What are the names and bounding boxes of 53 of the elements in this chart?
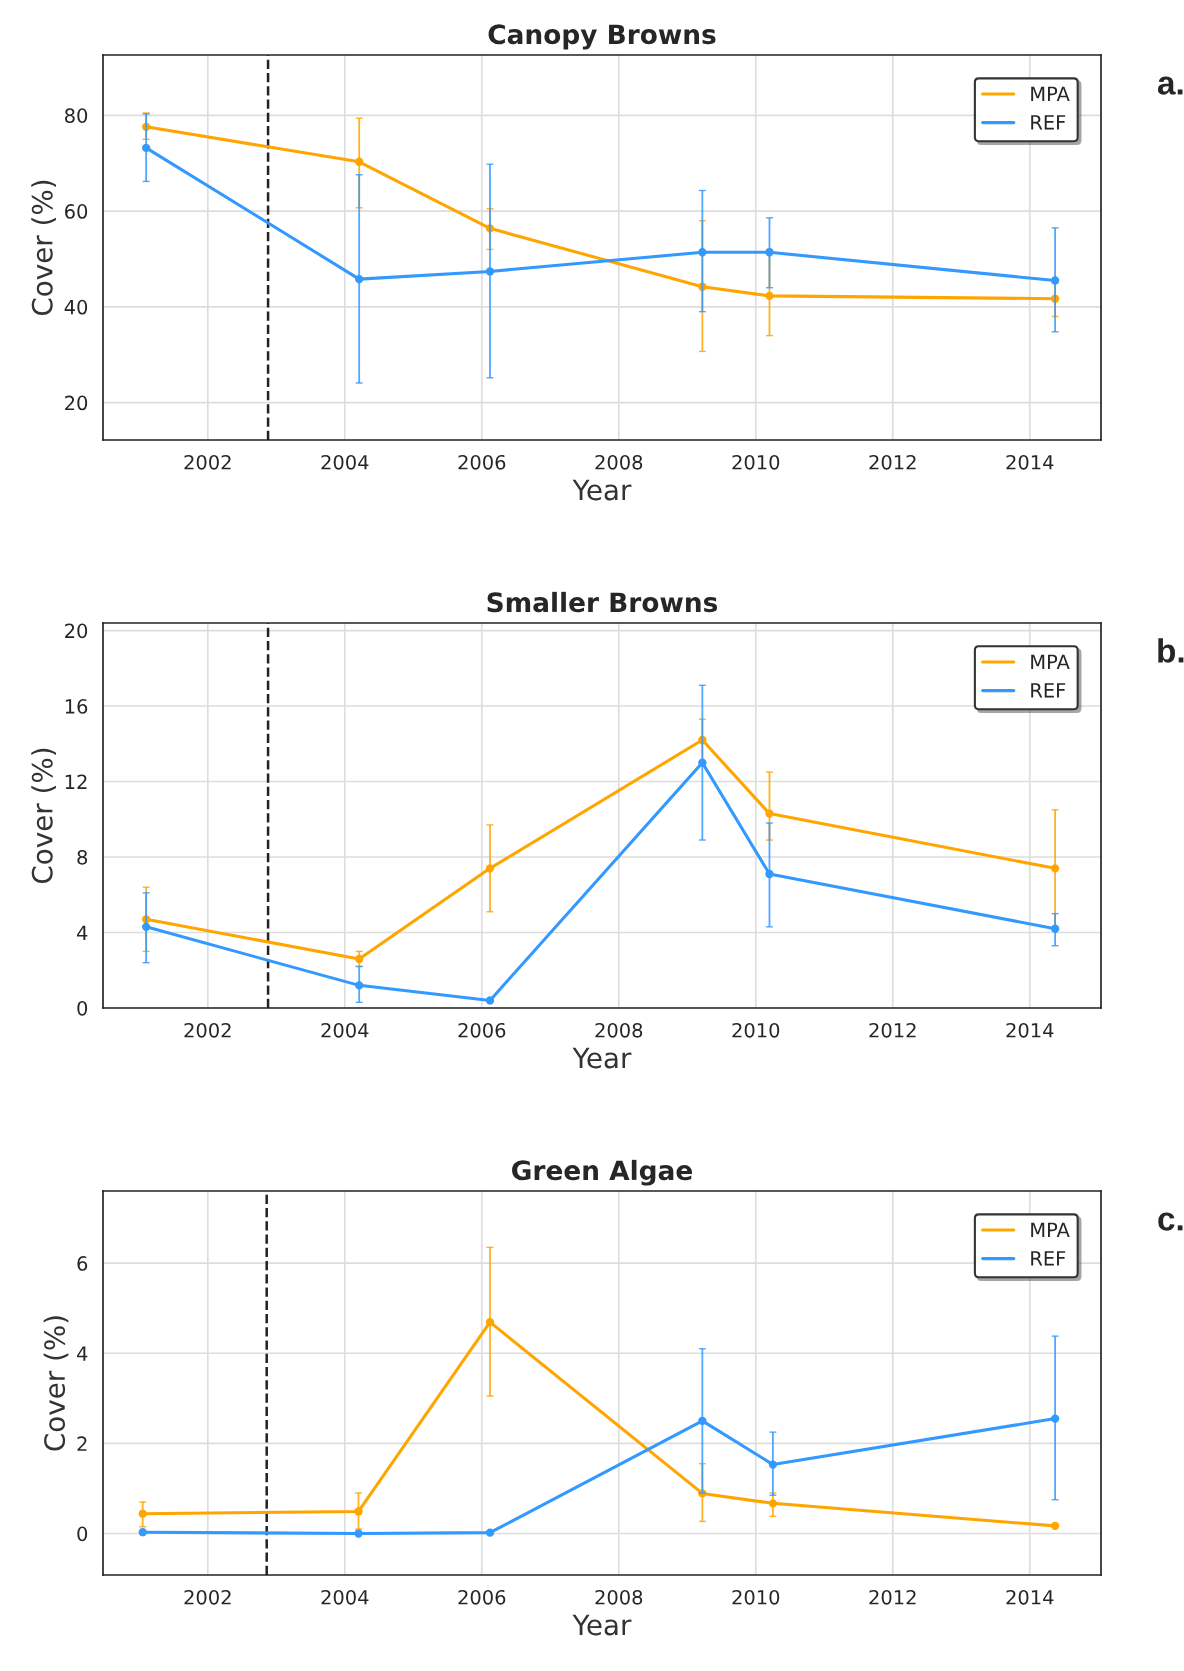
x-tick-label: 2004 bbox=[321, 1022, 369, 1038]
x-axis-title: Year bbox=[572, 1614, 632, 1636]
y-tick-label: 4 bbox=[77, 925, 88, 940]
text: a. bbox=[1157, 76, 1183, 95]
y-tick-label: 40 bbox=[64, 299, 88, 315]
x-tick-label: 2006 bbox=[458, 454, 506, 470]
x-tick-label: 2010 bbox=[732, 1022, 780, 1038]
x-axis-title: Year bbox=[572, 479, 632, 501]
x-tick-label: 2010 bbox=[732, 1589, 780, 1605]
text: c. bbox=[1158, 1212, 1183, 1231]
chart-title: Smaller Browns bbox=[487, 591, 718, 613]
x-tick-label: 2002 bbox=[184, 1022, 231, 1038]
x-tick-label: 2014 bbox=[1006, 454, 1054, 470]
x-tick-label: 2012 bbox=[869, 1589, 916, 1605]
x-tick-label: 2012 bbox=[869, 454, 916, 470]
x-tick-label: 2002 bbox=[184, 454, 231, 470]
y-tick-label: 0 bbox=[77, 1526, 88, 1542]
x-tick-label: 2008 bbox=[595, 1589, 643, 1605]
legend-label: REF bbox=[1031, 683, 1066, 698]
y-tick-label: 4 bbox=[77, 1346, 88, 1361]
y-tick-label: 20 bbox=[65, 395, 88, 411]
x-tick-label: 2004 bbox=[321, 454, 369, 470]
x-tick-label: 2006 bbox=[458, 1022, 506, 1038]
y-tick-label: 80 bbox=[64, 108, 88, 123]
x-tick-label: 2004 bbox=[321, 1589, 369, 1605]
y-tick-label: 2 bbox=[77, 1436, 87, 1451]
y-tick-label: 60 bbox=[65, 204, 88, 219]
x-tick-label: 2012 bbox=[869, 1022, 916, 1038]
y-axis-title: Cover (%) bbox=[31, 748, 56, 884]
x-tick-label: 2008 bbox=[595, 454, 643, 470]
y-tick-label: 12 bbox=[65, 774, 87, 789]
x-tick-label: 2014 bbox=[1006, 1022, 1054, 1038]
legend-label: MPA bbox=[1031, 654, 1070, 669]
x-tick-label: 2002 bbox=[184, 1589, 231, 1605]
y-axis-title: Cover (%) bbox=[31, 180, 56, 316]
chart-title: Canopy Browns bbox=[488, 24, 716, 50]
x-tick-label: 2008 bbox=[595, 1022, 643, 1038]
y-tick-label: 20 bbox=[65, 623, 88, 639]
x-tick-label: 2010 bbox=[732, 454, 780, 470]
text: b. bbox=[1158, 638, 1184, 663]
y-tick-label: 0 bbox=[77, 1000, 88, 1016]
legend-label: MPA bbox=[1031, 86, 1070, 101]
y-tick-label: 6 bbox=[77, 1256, 88, 1271]
y-tick-label: 16 bbox=[65, 699, 88, 714]
x-tick-label: 2014 bbox=[1006, 1589, 1054, 1605]
x-tick-label: 2006 bbox=[458, 1589, 506, 1605]
x-axis-title: Year bbox=[572, 1047, 632, 1069]
chart-title: Green Algae bbox=[512, 1159, 692, 1186]
legend-label: MPA bbox=[1031, 1222, 1070, 1237]
legend-label: REF bbox=[1031, 1251, 1066, 1266]
legend-label: REF bbox=[1031, 115, 1066, 130]
y-tick-label: 8 bbox=[77, 849, 88, 865]
y-axis-title: Cover (%) bbox=[43, 1316, 69, 1451]
